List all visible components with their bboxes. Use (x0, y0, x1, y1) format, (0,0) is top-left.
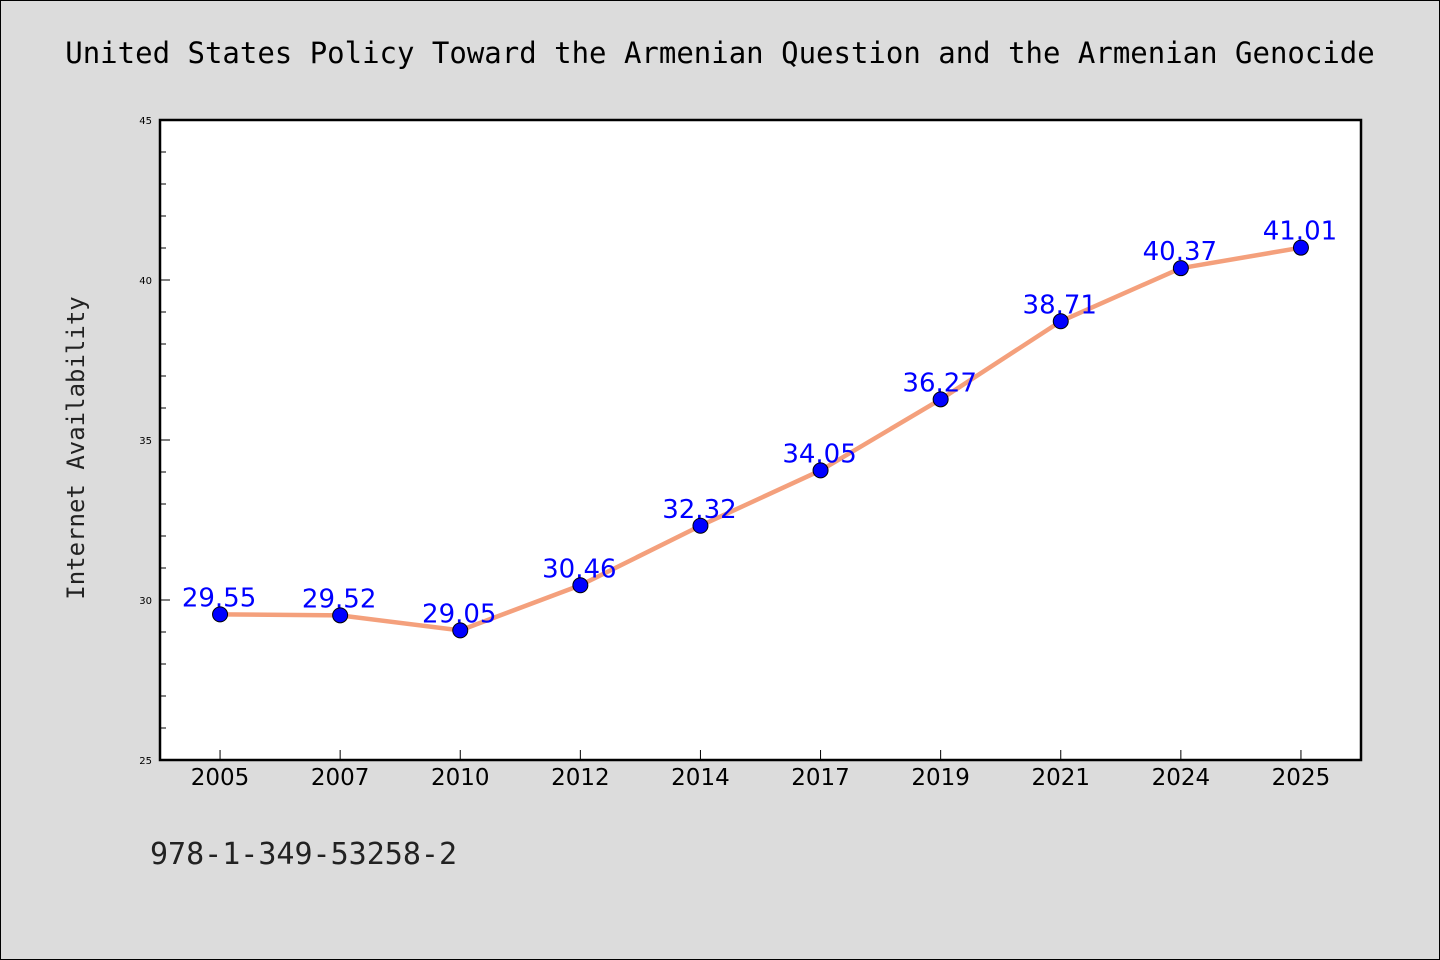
x-tick-label: 2021 (1031, 765, 1090, 791)
data-point (692, 517, 709, 534)
y-tick-label: 40 (139, 276, 152, 287)
y-tick-label: 30 (139, 596, 152, 607)
y-axis: 25 30 35 40 45 (139, 116, 170, 767)
x-tick-label: 2024 (1152, 765, 1211, 791)
x-tick-label: 2012 (551, 765, 610, 791)
data-point (1052, 313, 1069, 330)
series-line (217, 245, 1304, 633)
series-layer: 29.55 29.5229.0530.4632.3234.0536.2738.71… (182, 217, 1337, 639)
data-point (332, 607, 349, 624)
x-tick-label: 2005 (191, 765, 250, 791)
data-point (452, 622, 469, 639)
data-point (212, 606, 229, 623)
x-tick-label: 2014 (671, 765, 730, 791)
x-tick-label: 2017 (791, 765, 850, 791)
plot-area (158, 118, 1363, 762)
x-tick-label: 2025 (1272, 765, 1331, 791)
x-tick-label: 2007 (311, 765, 370, 791)
y-axis-label: Internet Availability (62, 296, 90, 599)
data-point (1172, 260, 1189, 277)
x-tick-label: 2010 (431, 765, 490, 791)
chart-title: United States Policy Toward the Armenian… (65, 36, 1374, 70)
y-tick-label: 25 (139, 756, 152, 767)
y-tick-label: 45 (139, 116, 152, 127)
x-tick-label: 2019 (911, 765, 970, 791)
data-point (1292, 239, 1309, 256)
x-axis: 2005 2007 2010 2012 2014 2017 2019 2021 2024 2025 (191, 750, 1330, 791)
isbn-text: 978-1-349-53258-2 (150, 837, 457, 872)
data-point (572, 577, 589, 594)
y-tick-label: 35 (139, 436, 152, 447)
data-point (812, 462, 829, 479)
data-point (932, 391, 949, 408)
